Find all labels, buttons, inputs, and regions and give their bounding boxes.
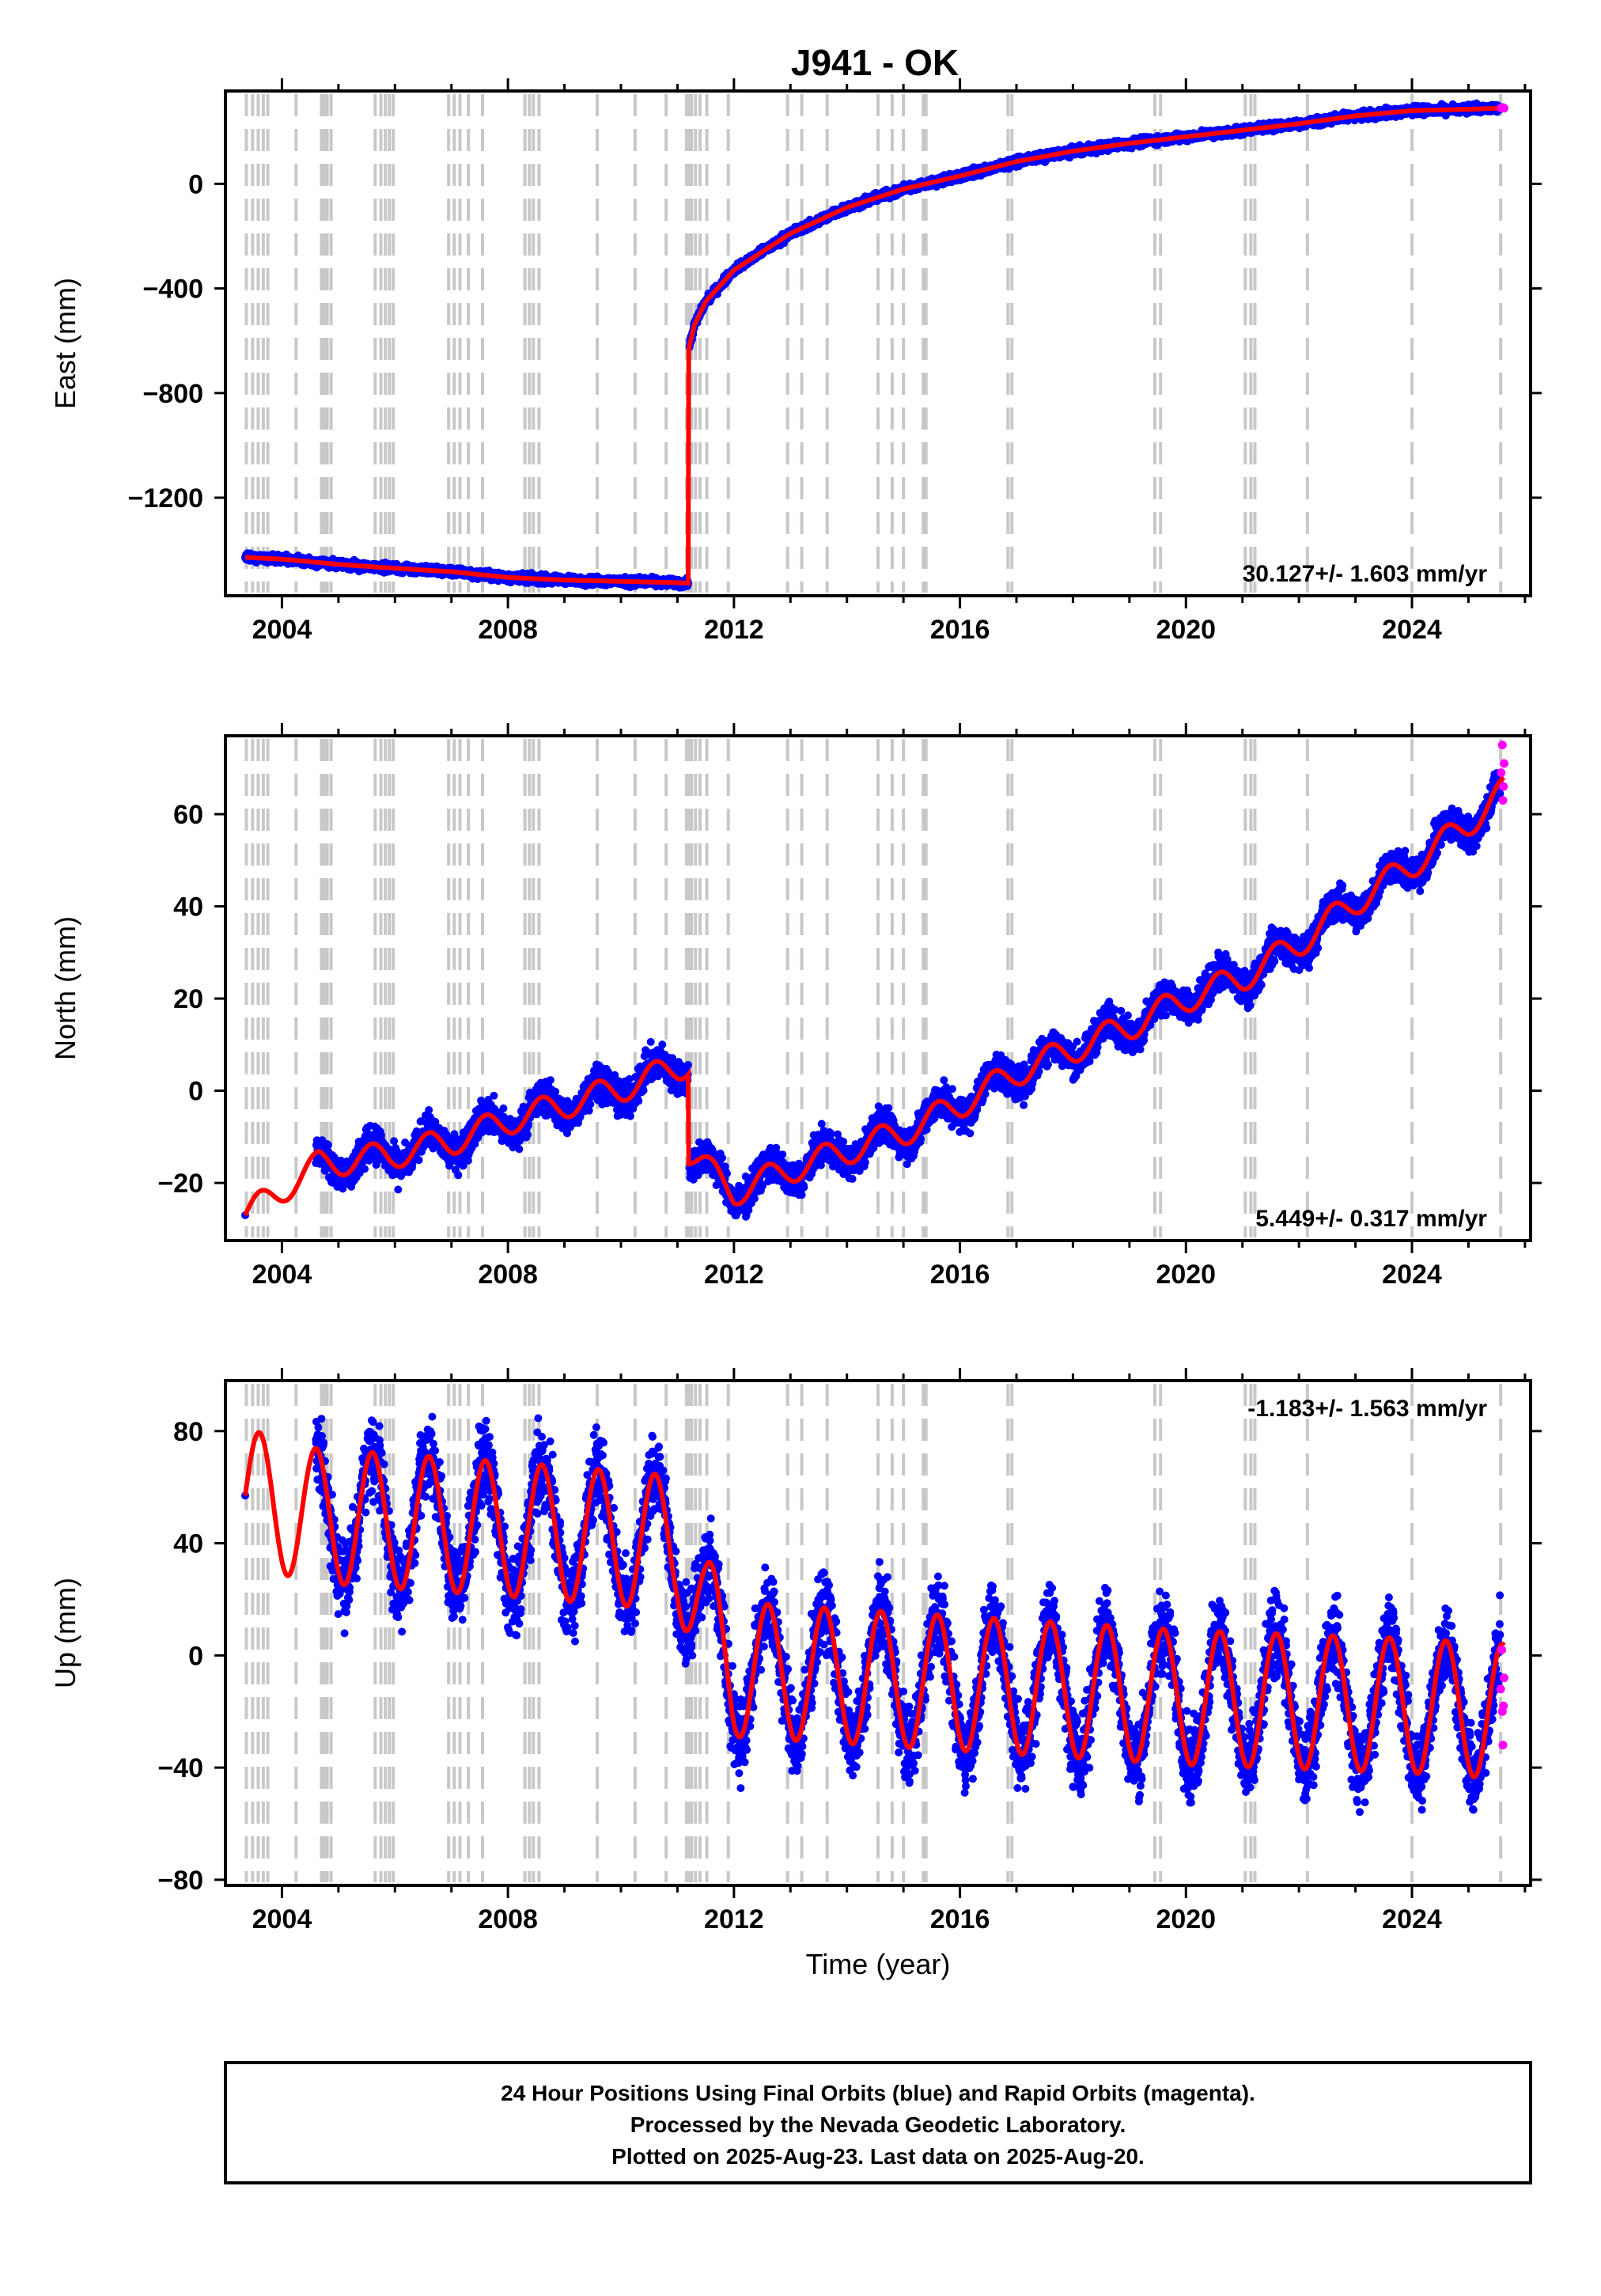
final-orbit-points — [241, 99, 1504, 592]
chart-title: J941 - OK — [791, 42, 959, 83]
panel-east: 2004 2008 2012 2016 2020 20240−400−800−1200Ea… — [49, 78, 1542, 645]
step-lines — [244, 94, 1503, 593]
panels: 2004 2008 2012 2016 2020 20240−400−800−1200Ea… — [49, 78, 1542, 1980]
